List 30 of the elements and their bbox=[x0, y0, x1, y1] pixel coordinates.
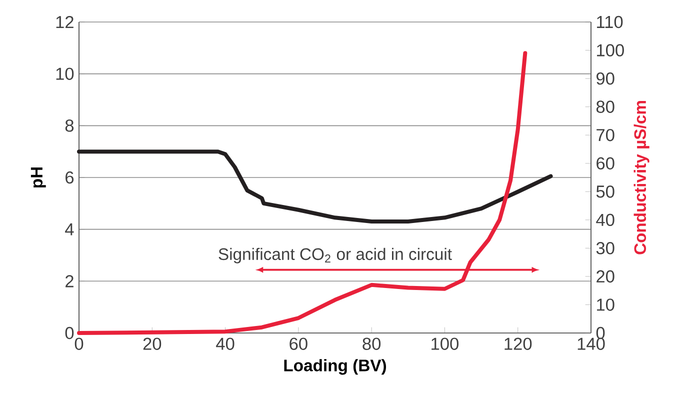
x-tick-label: 0 bbox=[74, 338, 84, 350]
y-axis-title: pH bbox=[30, 168, 46, 188]
y-tick-label: 6 bbox=[66, 171, 74, 184]
x-tick-label: 40 bbox=[216, 338, 234, 350]
y-tick-label: 2 bbox=[66, 275, 74, 288]
x-tick-label: 120 bbox=[504, 338, 532, 350]
x-tick-label: 100 bbox=[432, 338, 458, 350]
y2-tick-label: 10 bbox=[597, 298, 614, 311]
y2-tick-label: 110 bbox=[597, 16, 623, 28]
y2-tick-label: 40 bbox=[596, 214, 614, 226]
y2-tick-label: 50 bbox=[596, 185, 614, 198]
y2-tick-label: 90 bbox=[596, 72, 614, 85]
y-tick-label: 4 bbox=[65, 223, 74, 236]
annotation: Significant CO$_{2}$ or acid in circuit bbox=[218, 248, 452, 264]
x-tick-label: 80 bbox=[362, 338, 381, 350]
y2-tick-label: 80 bbox=[596, 100, 614, 113]
y-tick-label: 8 bbox=[65, 120, 74, 132]
y2-axis-title: Conductivity µS/cm bbox=[634, 101, 650, 254]
y2-tick-label: 100 bbox=[597, 44, 624, 56]
x-tick-label: 140 bbox=[578, 338, 605, 350]
y2-tick-label: 30 bbox=[596, 242, 614, 254]
y2-tick-label: 60 bbox=[596, 157, 614, 170]
y-tick-label: 12 bbox=[56, 16, 74, 28]
x-tick-label: 20 bbox=[143, 338, 162, 350]
y2-tick-label: 70 bbox=[596, 128, 614, 142]
y-tick-label: 10 bbox=[56, 68, 74, 80]
y-tick-label: 0 bbox=[65, 326, 74, 340]
x-axis-title: Loading (BV) bbox=[284, 359, 386, 375]
x-tick-label: 60 bbox=[290, 338, 308, 350]
y2-tick-label: 20 bbox=[596, 270, 614, 283]
